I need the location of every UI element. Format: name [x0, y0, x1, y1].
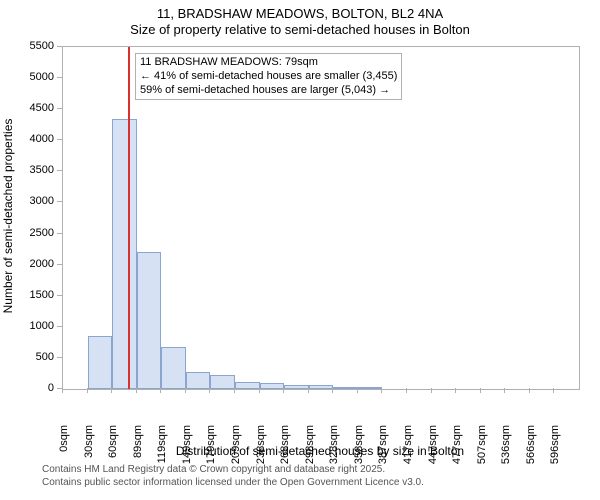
y-tick-label: 5500: [0, 40, 54, 52]
x-tick-mark: [308, 388, 309, 393]
x-tick-mark: [136, 388, 137, 393]
x-tick-label: 209sqm: [230, 425, 242, 475]
footer-line-1: Contains HM Land Registry data © Crown c…: [42, 464, 600, 477]
y-tick-label: 1000: [0, 320, 54, 332]
y-tick-label: 1500: [0, 289, 54, 301]
plot-area: 11 BRADSHAW MEADOWS: 79sqm ← 41% of semi…: [62, 46, 580, 390]
histogram-bar: [210, 375, 235, 389]
x-tick-mark: [381, 388, 382, 393]
histogram-bar: [112, 119, 137, 389]
x-tick-label: 358sqm: [353, 425, 365, 475]
annotation-box: 11 BRADSHAW MEADOWS: 79sqm ← 41% of semi…: [135, 53, 402, 100]
x-tick-label: 447sqm: [427, 425, 439, 475]
y-tick-label: 2500: [0, 227, 54, 239]
x-tick-label: 536sqm: [500, 425, 512, 475]
annotation-line-1: 11 BRADSHAW MEADOWS: 79sqm: [140, 56, 397, 70]
y-tick-label: 2000: [0, 258, 54, 270]
y-axis-title: Number of semi-detached properties: [1, 45, 15, 387]
histogram-bar: [333, 387, 358, 389]
y-tick-mark: [57, 201, 62, 202]
x-tick-mark: [357, 388, 358, 393]
x-tick-label: 119sqm: [156, 425, 168, 475]
histogram-bar: [137, 252, 162, 389]
y-tick-label: 0: [0, 382, 54, 394]
x-tick-label: 596sqm: [549, 425, 561, 475]
x-tick-label: 477sqm: [451, 425, 463, 475]
histogram-bar: [161, 347, 186, 389]
y-tick-label: 5000: [0, 71, 54, 83]
x-tick-mark: [332, 388, 333, 393]
x-tick-label: 30sqm: [83, 425, 95, 475]
x-tick-mark: [185, 388, 186, 393]
x-tick-label: 0sqm: [58, 425, 70, 475]
x-tick-label: 238sqm: [255, 425, 267, 475]
x-tick-mark: [160, 388, 161, 393]
x-tick-label: 417sqm: [402, 425, 414, 475]
x-tick-label: 60sqm: [107, 425, 119, 475]
histogram-bar: [309, 385, 334, 389]
y-tick-label: 4500: [0, 102, 54, 114]
y-tick-mark: [57, 326, 62, 327]
y-tick-mark: [57, 46, 62, 47]
x-tick-label: 298sqm: [304, 425, 316, 475]
x-tick-mark: [504, 388, 505, 393]
histogram-bar: [260, 383, 285, 389]
y-tick-label: 3000: [0, 195, 54, 207]
y-tick-mark: [57, 264, 62, 265]
histogram-bar: [88, 336, 113, 389]
y-tick-mark: [57, 108, 62, 109]
chart-container: 11, BRADSHAW MEADOWS, BOLTON, BL2 4NA Si…: [0, 0, 600, 500]
chart-titles: 11, BRADSHAW MEADOWS, BOLTON, BL2 4NA Si…: [0, 0, 600, 37]
y-tick-label: 3500: [0, 164, 54, 176]
x-tick-mark: [431, 388, 432, 393]
x-tick-label: 268sqm: [279, 425, 291, 475]
x-tick-label: 387sqm: [377, 425, 389, 475]
y-tick-mark: [57, 170, 62, 171]
x-tick-mark: [111, 388, 112, 393]
x-tick-label: 328sqm: [328, 425, 340, 475]
y-tick-mark: [57, 357, 62, 358]
y-tick-mark: [57, 77, 62, 78]
y-tick-mark: [57, 233, 62, 234]
annotation-line-2: ← 41% of semi-detached houses are smalle…: [140, 70, 397, 84]
title-line-1: 11, BRADSHAW MEADOWS, BOLTON, BL2 4NA: [0, 6, 600, 22]
y-tick-label: 4000: [0, 133, 54, 145]
x-tick-mark: [529, 388, 530, 393]
x-tick-mark: [234, 388, 235, 393]
footer-line-2: Contains public sector information licen…: [42, 477, 600, 490]
histogram-bar: [358, 387, 383, 389]
x-tick-mark: [209, 388, 210, 393]
x-tick-mark: [62, 388, 63, 393]
y-tick-mark: [57, 139, 62, 140]
x-tick-label: 149sqm: [181, 425, 193, 475]
x-tick-mark: [259, 388, 260, 393]
histogram-bar: [235, 382, 260, 389]
x-tick-mark: [455, 388, 456, 393]
x-tick-label: 507sqm: [476, 425, 488, 475]
y-tick-label: 500: [0, 351, 54, 363]
x-tick-mark: [87, 388, 88, 393]
x-tick-label: 179sqm: [205, 425, 217, 475]
x-tick-mark: [283, 388, 284, 393]
histogram-bar: [186, 372, 211, 389]
x-tick-label: 566sqm: [525, 425, 537, 475]
title-line-2: Size of property relative to semi-detach…: [0, 22, 600, 38]
property-marker-line: [128, 47, 130, 389]
x-tick-mark: [406, 388, 407, 393]
y-tick-mark: [57, 295, 62, 296]
x-tick-label: 89sqm: [132, 425, 144, 475]
x-tick-mark: [553, 388, 554, 393]
annotation-line-3: 59% of semi-detached houses are larger (…: [140, 84, 397, 98]
x-tick-mark: [480, 388, 481, 393]
histogram-bar: [284, 385, 309, 389]
